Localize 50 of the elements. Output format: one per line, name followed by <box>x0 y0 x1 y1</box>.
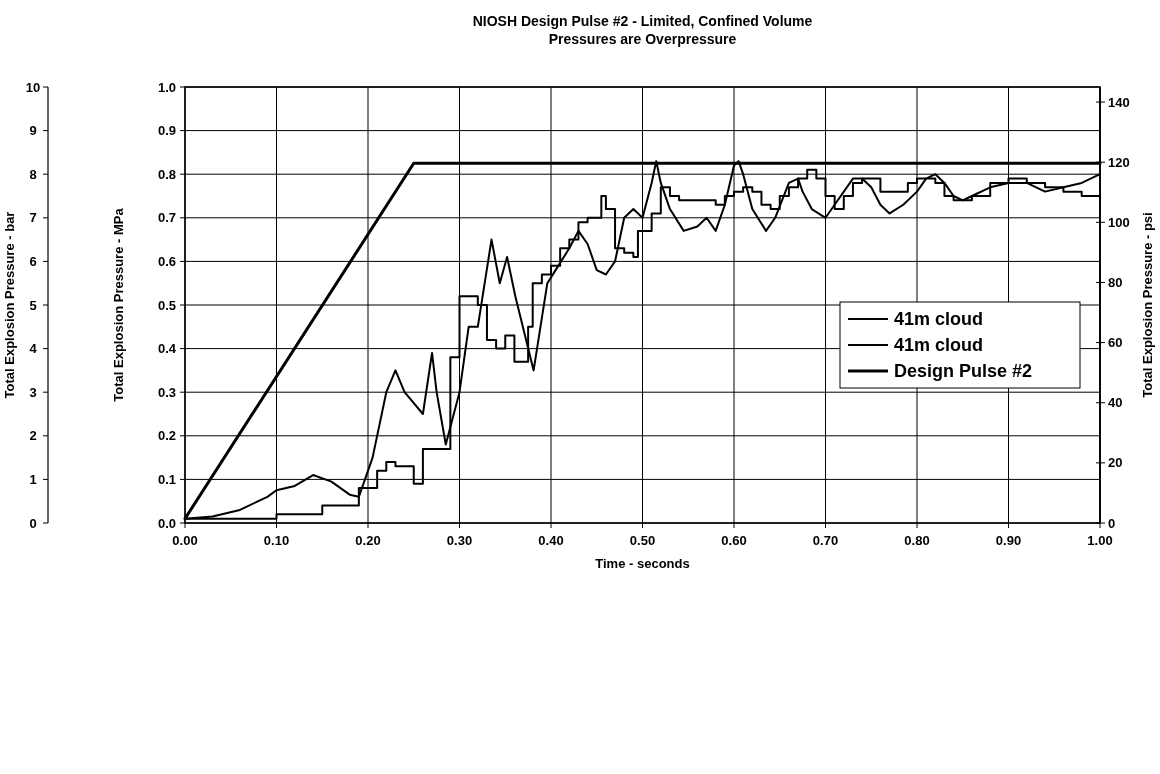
x-tick-label: 0.10 <box>263 533 290 548</box>
y2-tick-label: 7 <box>29 210 37 226</box>
y2-axis-title: Total Explosion Pressure - bar <box>2 211 17 399</box>
y-tick-label: 1.0 <box>157 79 176 95</box>
x-tick-label: 1.00 <box>1087 533 1113 548</box>
y3-axis-title: Total Explosion Pressure - psi <box>1140 212 1155 398</box>
x-tick-label: 0.80 <box>904 533 930 548</box>
y2-tick-label: 9 <box>29 123 37 139</box>
x-tick-label: 0.40 <box>538 533 564 548</box>
x-axis-title: Time - seconds <box>595 556 690 571</box>
y3-tick-label: 20 <box>1108 455 1123 471</box>
x-tick-label: 0.60 <box>721 533 747 548</box>
y2-tick-label: 2 <box>29 428 37 444</box>
y2-tick-label: 8 <box>29 166 37 182</box>
x-tick-label: 0.20 <box>355 533 381 548</box>
legend-label: 41m cloud <box>894 309 984 329</box>
legend-label: 41m cloud <box>894 335 984 355</box>
y-tick-label: 0.1 <box>157 471 176 487</box>
y-axis-title: Total Explosion Pressure - MPa <box>111 207 126 402</box>
x-tick-label: 0.00 <box>172 533 198 548</box>
y-tick-label: 0.0 <box>157 515 176 531</box>
y2-tick-label: 1 <box>29 471 37 487</box>
y-tick-label: 0.6 <box>157 253 176 269</box>
y2-tick-label: 3 <box>29 384 37 400</box>
y-tick-label: 0.9 <box>157 123 176 139</box>
chart-subtitle: Pressures are Overpressure <box>548 31 737 47</box>
y-tick-label: 0.8 <box>157 166 176 182</box>
y3-tick-label: 80 <box>1108 274 1123 290</box>
chart-title: NIOSH Design Pulse #2 - Limited, Confined Volume <box>472 13 813 29</box>
y3-tick-label: 40 <box>1108 395 1123 411</box>
y-tick-label: 0.7 <box>157 210 176 226</box>
y-tick-label: 0.5 <box>157 297 176 313</box>
x-tick-label: 0.90 <box>995 533 1022 548</box>
y3-tick-label: 140 <box>1108 94 1130 110</box>
y2-tick-label: 6 <box>29 253 37 269</box>
y3-tick-label: 120 <box>1108 154 1130 170</box>
y-tick-label: 0.3 <box>157 384 176 400</box>
y3-tick-label: 60 <box>1108 335 1123 351</box>
y3-tick-label: 100 <box>1108 214 1130 230</box>
y2-tick-label: 10 <box>25 79 41 95</box>
y-tick-label: 0.4 <box>157 341 177 357</box>
legend-label: Design Pulse #2 <box>894 361 1033 381</box>
x-tick-label: 0.50 <box>629 533 656 548</box>
y2-tick-label: 4 <box>29 341 38 357</box>
y2-tick-label: 0 <box>29 515 37 531</box>
x-tick-label: 0.30 <box>446 533 473 548</box>
y-tick-label: 0.2 <box>157 428 176 444</box>
x-tick-label: 0.70 <box>812 533 839 548</box>
y3-tick-label: 0 <box>1108 515 1116 531</box>
y2-tick-label: 5 <box>29 297 37 313</box>
